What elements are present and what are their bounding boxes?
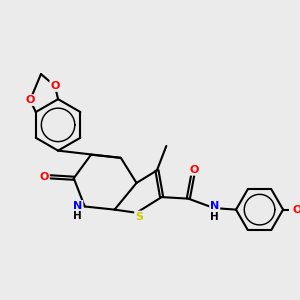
- Text: O: O: [190, 165, 199, 175]
- Text: H: H: [210, 212, 219, 222]
- Text: O: O: [50, 81, 60, 91]
- Text: O: O: [40, 172, 49, 182]
- Text: S: S: [135, 212, 143, 221]
- Text: N: N: [73, 201, 83, 211]
- Text: O: O: [292, 205, 300, 214]
- Text: H: H: [74, 211, 82, 221]
- Text: O: O: [26, 95, 35, 105]
- Text: N: N: [210, 202, 219, 212]
